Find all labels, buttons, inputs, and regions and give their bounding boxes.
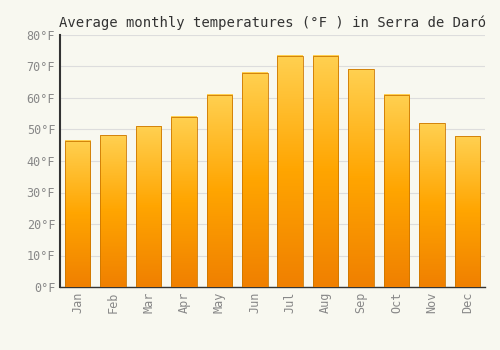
Bar [384, 95, 409, 287]
Bar [100, 135, 126, 287]
Bar [65, 141, 90, 287]
Bar [454, 136, 480, 287]
Bar [278, 56, 303, 287]
Bar [136, 126, 162, 287]
Bar [313, 56, 338, 287]
Bar [171, 117, 196, 287]
Bar [419, 123, 444, 287]
Bar [242, 73, 268, 287]
Bar [206, 95, 232, 287]
Bar [348, 69, 374, 287]
Title: Average monthly temperatures (°F ) in Serra de Daró: Average monthly temperatures (°F ) in Se… [59, 15, 486, 30]
